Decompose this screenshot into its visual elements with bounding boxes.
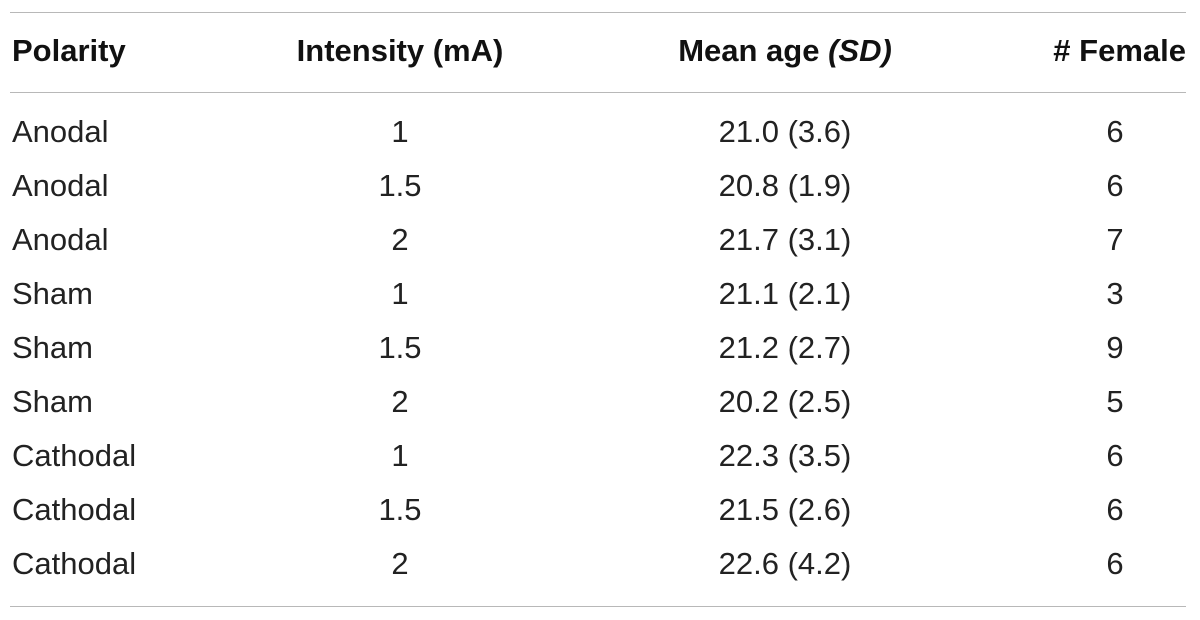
header-intensity: Intensity (mA)	[296, 33, 504, 68]
cell-mean-age: 21.1 (2.1)	[718, 276, 852, 311]
table-bottom-rule	[10, 606, 1186, 607]
cell-polarity: Anodal	[12, 168, 109, 203]
cell-mean-age: 21.5 (2.6)	[718, 492, 852, 527]
cell-polarity: Cathodal	[12, 492, 137, 527]
cell-polarity: Sham	[12, 276, 93, 311]
table-row: Cathodal 1.5 21.5 (2.6) 6	[0, 483, 1200, 537]
cell-female: 3	[1106, 276, 1124, 311]
cell-intensity: 2	[391, 384, 409, 419]
cell-polarity: Sham	[12, 384, 93, 419]
table-row: Sham 2 20.2 (2.5) 5	[0, 375, 1200, 429]
cell-female: 6	[1106, 438, 1124, 473]
cell-mean-age: 21.2 (2.7)	[718, 330, 852, 365]
cell-intensity: 1	[391, 276, 409, 311]
header-mean-age-label: Mean age	[678, 33, 829, 68]
table-top-rule	[10, 12, 1186, 13]
cell-mean-age: 20.2 (2.5)	[718, 384, 852, 419]
cell-female: 6	[1106, 168, 1124, 203]
header-polarity: Polarity	[12, 33, 126, 68]
cell-female: 6	[1106, 114, 1124, 149]
cell-female: 6	[1106, 546, 1124, 581]
table-header-rule	[10, 92, 1186, 93]
cell-mean-age: 21.0 (3.6)	[718, 114, 852, 149]
table-row: Anodal 2 21.7 (3.1) 7	[0, 213, 1200, 267]
header-female: # Female	[1053, 33, 1186, 68]
table-row: Anodal 1.5 20.8 (1.9) 6	[0, 159, 1200, 213]
table-header-row: Polarity Intensity (mA) Mean age (SD) # …	[0, 24, 1200, 78]
cell-female: 6	[1106, 492, 1124, 527]
cell-polarity: Anodal	[12, 114, 109, 149]
cell-intensity: 2	[391, 222, 409, 257]
cell-intensity: 1	[391, 438, 409, 473]
header-mean-age-sd: (SD)	[828, 33, 892, 68]
cell-female: 5	[1106, 384, 1124, 419]
table-row: Cathodal 2 22.6 (4.2) 6	[0, 537, 1200, 591]
table-row: Sham 1 21.1 (2.1) 3	[0, 267, 1200, 321]
cell-intensity: 1.5	[378, 330, 422, 365]
table-row: Anodal 1 21.0 (3.6) 6	[0, 105, 1200, 159]
header-mean-age: Mean age (SD)	[620, 24, 950, 78]
cell-mean-age: 22.3 (3.5)	[718, 438, 852, 473]
cell-female: 9	[1106, 330, 1124, 365]
cell-mean-age: 20.8 (1.9)	[718, 168, 852, 203]
cell-polarity: Anodal	[12, 222, 109, 257]
cell-polarity: Cathodal	[12, 438, 137, 473]
cell-mean-age: 21.7 (3.1)	[718, 222, 852, 257]
table-row: Sham 1.5 21.2 (2.7) 9	[0, 321, 1200, 375]
cell-intensity: 1.5	[378, 492, 422, 527]
cell-intensity: 1.5	[378, 168, 422, 203]
cell-female: 7	[1106, 222, 1124, 257]
table-row: Cathodal 1 22.3 (3.5) 6	[0, 429, 1200, 483]
cell-polarity: Cathodal	[12, 546, 137, 581]
cell-intensity: 1	[391, 114, 409, 149]
cell-mean-age: 22.6 (4.2)	[718, 546, 852, 581]
cell-polarity: Sham	[12, 330, 93, 365]
cell-intensity: 2	[391, 546, 409, 581]
